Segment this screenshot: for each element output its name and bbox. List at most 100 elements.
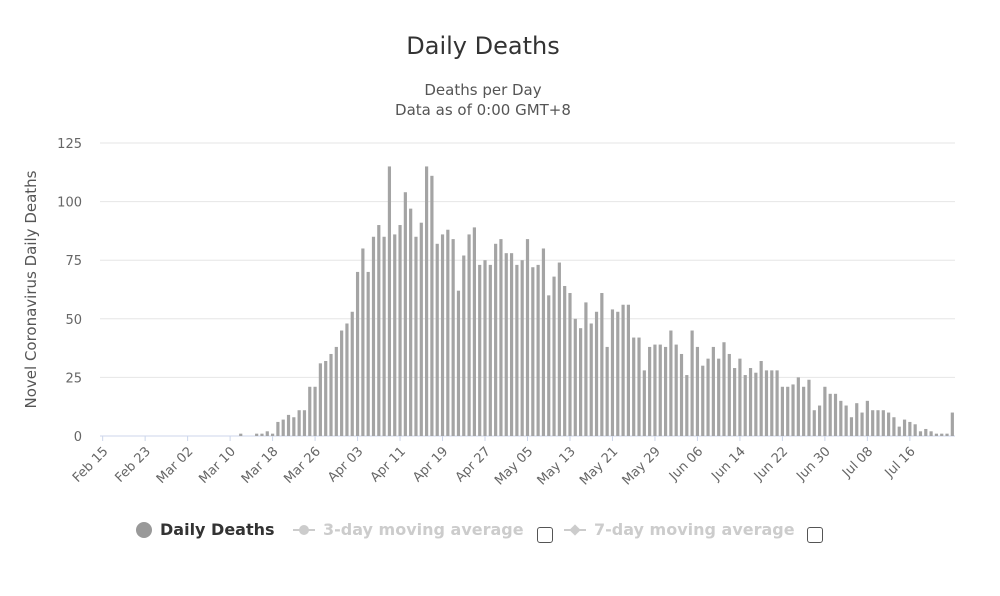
bar <box>940 433 944 436</box>
x-tick-label: Jun 22 <box>751 444 791 484</box>
x-tick-label: May 13 <box>535 444 579 488</box>
bar <box>733 368 737 436</box>
y-tick-label: 0 <box>74 430 82 445</box>
bar <box>839 400 843 436</box>
bar <box>308 386 312 436</box>
bar <box>425 166 429 436</box>
bar <box>791 384 795 436</box>
bar <box>663 346 668 436</box>
y-tick-label: 100 <box>57 196 82 211</box>
bar <box>743 375 747 436</box>
bar <box>748 368 753 436</box>
bar <box>573 318 577 436</box>
toggle-7-day-average-checkbox[interactable] <box>807 527 823 543</box>
x-tick-label: Apr 27 <box>453 444 494 485</box>
legend-line-circle-icon <box>293 522 315 538</box>
x-tick-label: Mar 02 <box>154 444 197 487</box>
bar <box>371 236 376 436</box>
bar <box>764 370 769 436</box>
bar <box>833 393 838 436</box>
bar <box>456 290 461 436</box>
bar <box>648 346 652 436</box>
bar <box>387 166 392 436</box>
x-tick-label: Apr 11 <box>368 444 409 485</box>
bar <box>711 346 715 436</box>
bar <box>897 426 901 436</box>
bar <box>286 414 291 436</box>
legend-item-7-day-average[interactable]: 7-day moving average <box>564 520 795 539</box>
bar <box>419 222 423 436</box>
legend-item-3-day-average[interactable]: 3-day moving average <box>293 520 524 539</box>
x-tick-label: May 21 <box>577 444 621 488</box>
bar <box>945 433 949 436</box>
bar <box>509 253 514 436</box>
bar <box>440 234 445 436</box>
bar <box>950 412 954 436</box>
bar <box>276 421 280 436</box>
bar <box>239 433 243 436</box>
bar <box>552 276 556 436</box>
bar <box>472 227 476 436</box>
bar <box>324 360 328 436</box>
x-tick-label: Feb 23 <box>112 444 154 486</box>
bar <box>621 304 625 436</box>
bar <box>844 405 848 436</box>
bar <box>658 344 662 436</box>
toggle-3-day-average-checkbox[interactable] <box>537 527 553 543</box>
legend-label: 3-day moving average <box>323 520 524 539</box>
bar <box>579 328 583 436</box>
bar <box>281 419 285 436</box>
bar <box>409 208 413 436</box>
bar <box>929 431 933 436</box>
bar <box>541 248 546 436</box>
bar <box>478 264 482 436</box>
bar <box>600 293 604 436</box>
bar <box>642 370 646 436</box>
x-tick-label: Feb 15 <box>70 444 112 486</box>
bar <box>770 370 774 436</box>
x-tick-label: May 29 <box>620 444 664 488</box>
bar <box>393 234 397 436</box>
chart-legend: Daily Deaths 3-day moving average 7-day … <box>0 520 1000 550</box>
bar <box>340 330 344 436</box>
bar <box>350 311 354 436</box>
bar <box>849 417 854 436</box>
bar <box>828 393 832 436</box>
bar <box>754 372 758 436</box>
bar <box>398 225 402 436</box>
bar <box>467 234 471 436</box>
bar <box>669 330 673 436</box>
bar <box>435 243 439 436</box>
bar <box>695 346 700 436</box>
bar <box>605 346 609 436</box>
x-tick-label: Jun 06 <box>666 444 706 484</box>
bar <box>690 330 694 436</box>
bar <box>525 239 530 436</box>
x-tick-label: Jun 30 <box>793 444 833 484</box>
bar <box>913 424 917 436</box>
bar <box>334 346 338 436</box>
bar <box>382 236 386 436</box>
bar <box>934 433 939 436</box>
bar <box>918 431 923 436</box>
bar <box>446 229 450 436</box>
bar <box>504 253 508 436</box>
bar <box>759 360 763 436</box>
bar <box>717 358 721 436</box>
bar <box>318 363 322 436</box>
bar <box>520 260 524 436</box>
bar <box>531 267 535 436</box>
bar <box>616 311 620 436</box>
bar <box>738 358 742 436</box>
bar <box>653 344 657 436</box>
bar <box>876 410 880 436</box>
bar <box>345 323 349 436</box>
bar <box>499 239 503 436</box>
legend-item-daily-deaths[interactable]: Daily Deaths <box>136 520 275 539</box>
bar <box>892 417 896 436</box>
bar <box>786 386 790 436</box>
bar <box>706 358 710 436</box>
bar <box>902 419 907 436</box>
bar <box>547 295 551 436</box>
